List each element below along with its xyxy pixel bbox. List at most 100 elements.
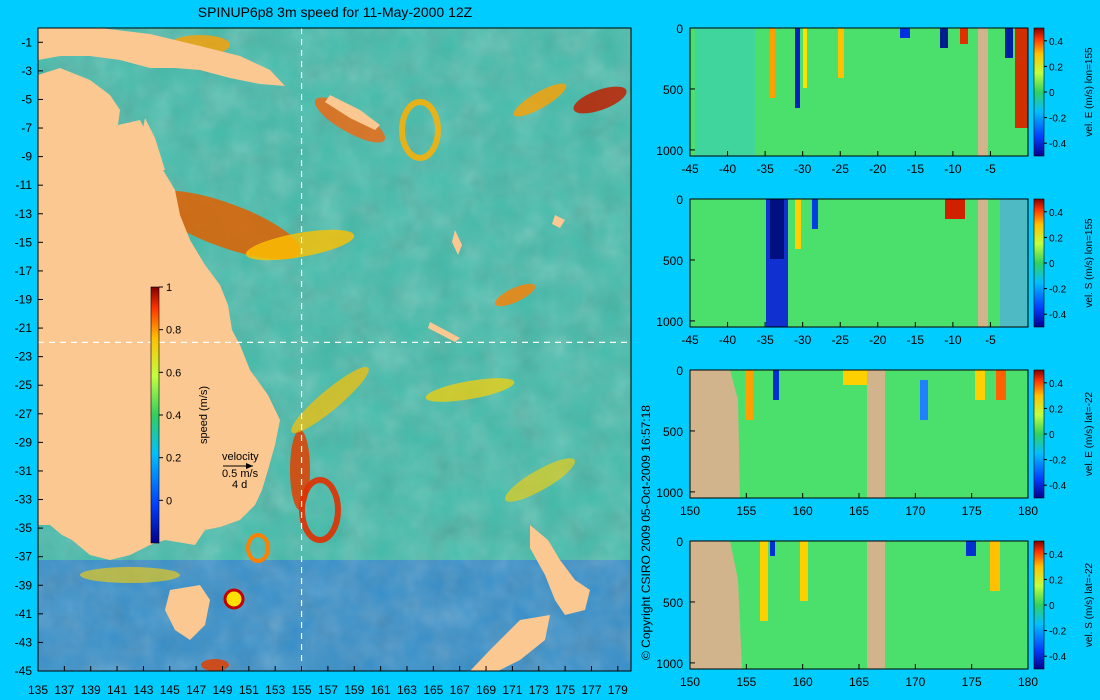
- map-x-tick-label: 139: [81, 683, 101, 697]
- section-y-tick-label: 0: [676, 22, 683, 36]
- map-x-tick-label: 147: [186, 683, 206, 697]
- section-x-tick-label: -10: [944, 333, 962, 347]
- map-y-tick-label: -23: [15, 350, 33, 364]
- section-field: [690, 28, 1028, 156]
- speed-colorbar-tick-label: 0.4: [166, 410, 181, 422]
- map-x-tick-label: 169: [476, 683, 496, 697]
- section-x-tick-label: -45: [681, 333, 699, 347]
- section-x-tick-label: 170: [905, 675, 925, 689]
- section-colorbar-scale: [1033, 369, 1045, 499]
- map-x-tick-label: 177: [581, 683, 601, 697]
- section-panel-lat22-east: [689, 369, 1029, 499]
- speed-colorbar-tick-label: 0.8: [166, 325, 181, 337]
- section-colorbar-tick-label: 0.4: [1049, 379, 1063, 390]
- section-colorbar-scale: [1033, 27, 1045, 157]
- map-y-tick-label: -25: [15, 378, 33, 392]
- speed-colorbar: 1 0.8 0.6 0.4 0.2 0 speed (m/s): [150, 282, 210, 544]
- map-y-tick-label: -41: [15, 607, 33, 621]
- section-x-tick-label: 165: [849, 675, 869, 689]
- section-y-tick-label: 1000: [656, 315, 683, 329]
- map-y-tick-label: -3: [21, 64, 32, 78]
- map-x-tick-label: 171: [502, 683, 522, 697]
- section-x-tick-label: -10: [944, 162, 962, 176]
- section-x-tick-label: -40: [719, 333, 737, 347]
- map-x-tick-label: 167: [450, 683, 470, 697]
- section-colorbar-tick-label: -0.2: [1049, 114, 1067, 125]
- map-y-tick-label: -13: [15, 207, 33, 221]
- page-title: SPINUP6p8 3m speed for 11-May-2000 12Z: [197, 4, 473, 20]
- solomon-islands-landmass: [325, 95, 380, 130]
- new-guinea-landmass: [38, 28, 285, 86]
- section-x-tick-label: -30: [794, 162, 812, 176]
- section-plot-area: [690, 28, 1028, 156]
- map-y-tick-label: -33: [15, 493, 33, 507]
- map-y-tick-label: -27: [15, 407, 33, 421]
- section-axes-lon155-east: -45 -40 -35 -30 -25 -20 -15 -10 -5 0 500 1000 0.4 0.2…: [656, 22, 1095, 176]
- speed-colorbar-tick-label: 0.6: [166, 367, 181, 379]
- map-x-tick-label: 173: [529, 683, 549, 697]
- fiji-landmass: [552, 215, 565, 228]
- section-colorbar-tick-label: 0: [1049, 88, 1055, 99]
- section-y-tick-label: 0: [676, 193, 683, 207]
- section-x-tick-label: -5: [985, 162, 996, 176]
- section-x-tick-label: 155: [736, 504, 756, 518]
- section-field: [690, 370, 1028, 498]
- map-x-axis: 135 137 139 141 143 145 147 149 151 153 155 157 159 1…: [28, 666, 628, 697]
- section-colorbar-tick-label: -0.2: [1049, 285, 1067, 296]
- map-y-tick-label: -31: [15, 464, 33, 478]
- map-y-tick-label: -45: [15, 664, 33, 678]
- section-y-tick-label: 0: [676, 364, 683, 378]
- cape-york-landmass: [140, 118, 165, 170]
- section-colorbar-tick-label: -0.4: [1049, 652, 1067, 663]
- velocity-key-value: 0.5 m/s: [222, 468, 259, 480]
- section-x-tick-label: 155: [736, 675, 756, 689]
- section-x-tick-label: 150: [680, 504, 700, 518]
- section-field: [690, 199, 1028, 327]
- map-x-tick-label: 165: [423, 683, 443, 697]
- map-y-tick-label: -37: [15, 550, 33, 564]
- section-colorbar-tick-label: 0: [1049, 430, 1055, 441]
- section-panel-lon155-east: [689, 27, 1029, 157]
- section-colorbar-scale: [1033, 540, 1045, 670]
- velocity-key: velocity 0.5 m/s 4 d: [222, 451, 259, 491]
- map-x-tick-label: 175: [555, 683, 575, 697]
- map-x-tick-label: 151: [239, 683, 259, 697]
- section-colorbar-tick-label: -0.4: [1049, 139, 1067, 150]
- map-x-tick-label: 145: [160, 683, 180, 697]
- new-caledonia-landmass: [428, 322, 460, 342]
- speed-colorbar-label: speed (m/s): [198, 386, 210, 444]
- section-x-tick-label: 160: [793, 504, 813, 518]
- section-colorbar-label: vel. E (m/s) lat=-22: [1084, 391, 1095, 476]
- section-x-tick-label: 180: [1018, 504, 1038, 518]
- new-zealand-south-landmass: [470, 615, 550, 671]
- section-colorbar-tick-label: -0.4: [1049, 481, 1067, 492]
- map-y-tick-label: -9: [21, 150, 32, 164]
- section-x-tick-label: -15: [907, 162, 925, 176]
- map-y-axis: -1 -3 -5 -7 -9 -11 -13 -15 -17 -19 -21 -23 -25 -27 -29…: [15, 35, 43, 678]
- section-y-tick-label: 1000: [656, 486, 683, 500]
- section-colorbar-label: vel. E (m/s) lon=155: [1084, 47, 1095, 137]
- section-colorbar-tick-label: 0.4: [1049, 208, 1063, 219]
- section-x-tick-label: -25: [832, 333, 850, 347]
- section-x-tick-label: 175: [962, 504, 982, 518]
- new-zealand-north-landmass: [530, 525, 590, 615]
- map-y-tick-label: -43: [15, 635, 33, 649]
- map-y-tick-label: -19: [15, 292, 33, 306]
- map-x-tick-label: 159: [344, 683, 364, 697]
- map-x-tick-label: 179: [608, 683, 628, 697]
- section-axes-lon155-south: -45 -40 -35 -30 -25 -20 -15 -10 -5 0 500 1000 0.4 0.2…: [656, 193, 1095, 347]
- section-panel-lat22-south: [689, 540, 1029, 670]
- section-colorbar-tick-label: 0.2: [1049, 62, 1063, 73]
- section-colorbar-label: vel. S (m/s) lon=155: [1084, 218, 1095, 308]
- section-colorbar-tick-label: 0: [1049, 601, 1055, 612]
- map-x-tick-label: 157: [318, 683, 338, 697]
- map-x-tick-label: 137: [54, 683, 74, 697]
- speed-colorbar-tick-label: 0.2: [166, 453, 181, 465]
- map-x-tick-label: 141: [107, 683, 127, 697]
- velocity-key-label: velocity: [222, 451, 259, 463]
- section-x-tick-label: -25: [832, 162, 850, 176]
- section-axes-lat22-east: 150 155 160 165 170 175 180 0 500 1000 0.4 0.2 0 -0.2…: [656, 364, 1095, 518]
- map-y-tick-label: -1: [21, 35, 32, 49]
